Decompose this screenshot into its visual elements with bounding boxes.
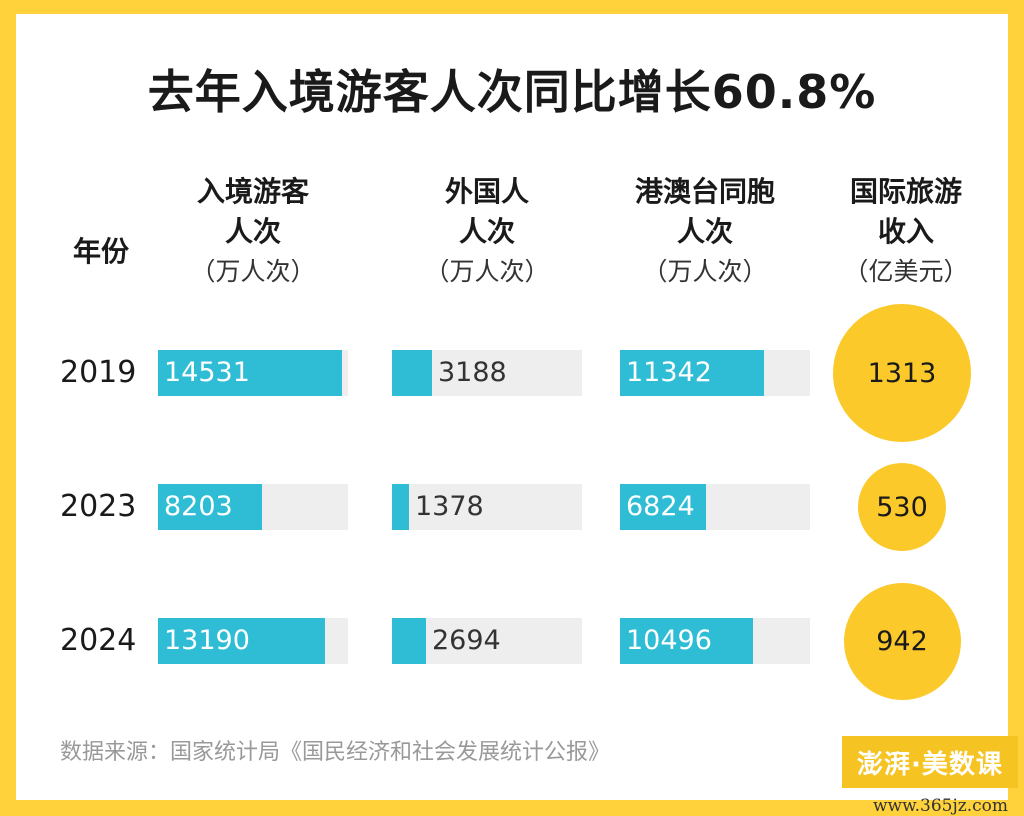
bar [392, 484, 409, 530]
bar-track: 14531 [158, 350, 348, 396]
data-label: 1378 [415, 491, 484, 522]
column-header-revenue: 国际旅游 收入 （亿美元） [826, 172, 986, 292]
data-label: 3188 [438, 357, 507, 388]
bar [620, 484, 706, 530]
bar [392, 618, 426, 664]
bar [158, 618, 325, 664]
header-line2: 人次 [224, 215, 281, 248]
revenue-circle: 530 [858, 463, 946, 551]
bar [392, 350, 432, 396]
data-label: 8203 [164, 491, 233, 522]
watermark: www.365jz.com [873, 796, 1008, 816]
bar [620, 350, 764, 396]
data-label: 11342 [626, 357, 712, 388]
data-label: 6824 [626, 491, 695, 522]
data-label: 2694 [432, 625, 501, 656]
header-unit: （万人次） [190, 257, 316, 286]
bar-track: 10496 [620, 618, 810, 664]
bar [158, 350, 342, 396]
data-label: 10496 [626, 625, 712, 656]
year-label: 2023 [60, 489, 137, 524]
infographic-card: 去年入境游客人次同比增长60.8% 年份 入境游客 人次 （万人次） 外国人 人… [16, 14, 1018, 800]
bar-track: 6824 [620, 484, 810, 530]
source-note: 数据来源：国家统计局《国民经济和社会发展统计公报》 [60, 740, 611, 765]
brand-logo: 澎湃·美数课 [842, 736, 1018, 788]
header-unit: （亿美元） [843, 257, 969, 286]
bar-track: 11342 [620, 350, 810, 396]
bar-track: 13190 [158, 618, 348, 664]
column-header-inbound: 入境游客 人次 （万人次） [158, 172, 348, 292]
header-line2: 人次 [458, 215, 515, 248]
revenue-circle: 1313 [833, 304, 971, 442]
bar-track: 8203 [158, 484, 348, 530]
header-unit: （万人次） [424, 257, 550, 286]
year-label: 2024 [60, 623, 137, 658]
year-label: 2019 [60, 355, 137, 390]
bar-track: 3188 [392, 350, 582, 396]
year-header-label: 年份 [72, 235, 129, 268]
bar [158, 484, 262, 530]
header-line2: 收入 [877, 215, 934, 248]
header-line1: 港澳台同胞 [634, 175, 775, 208]
header-line1: 入境游客 [196, 175, 309, 208]
chart-title: 去年入境游客人次同比增长60.8% [147, 65, 877, 119]
header-line1: 国际旅游 [849, 175, 962, 208]
header-unit: （万人次） [642, 257, 768, 286]
bar [620, 618, 753, 664]
year-column-header: 年份 [56, 232, 146, 272]
header-line2: 人次 [676, 215, 733, 248]
bar-track: 1378 [392, 484, 582, 530]
revenue-circle: 942 [843, 582, 961, 700]
data-label: 13190 [164, 625, 250, 656]
column-header-foreigners: 外国人 人次 （万人次） [392, 172, 582, 292]
header-line1: 外国人 [444, 175, 529, 208]
bar-track: 2694 [392, 618, 582, 664]
column-header-hmt: 港澳台同胞 人次 （万人次） [600, 172, 810, 292]
data-label: 14531 [164, 357, 250, 388]
